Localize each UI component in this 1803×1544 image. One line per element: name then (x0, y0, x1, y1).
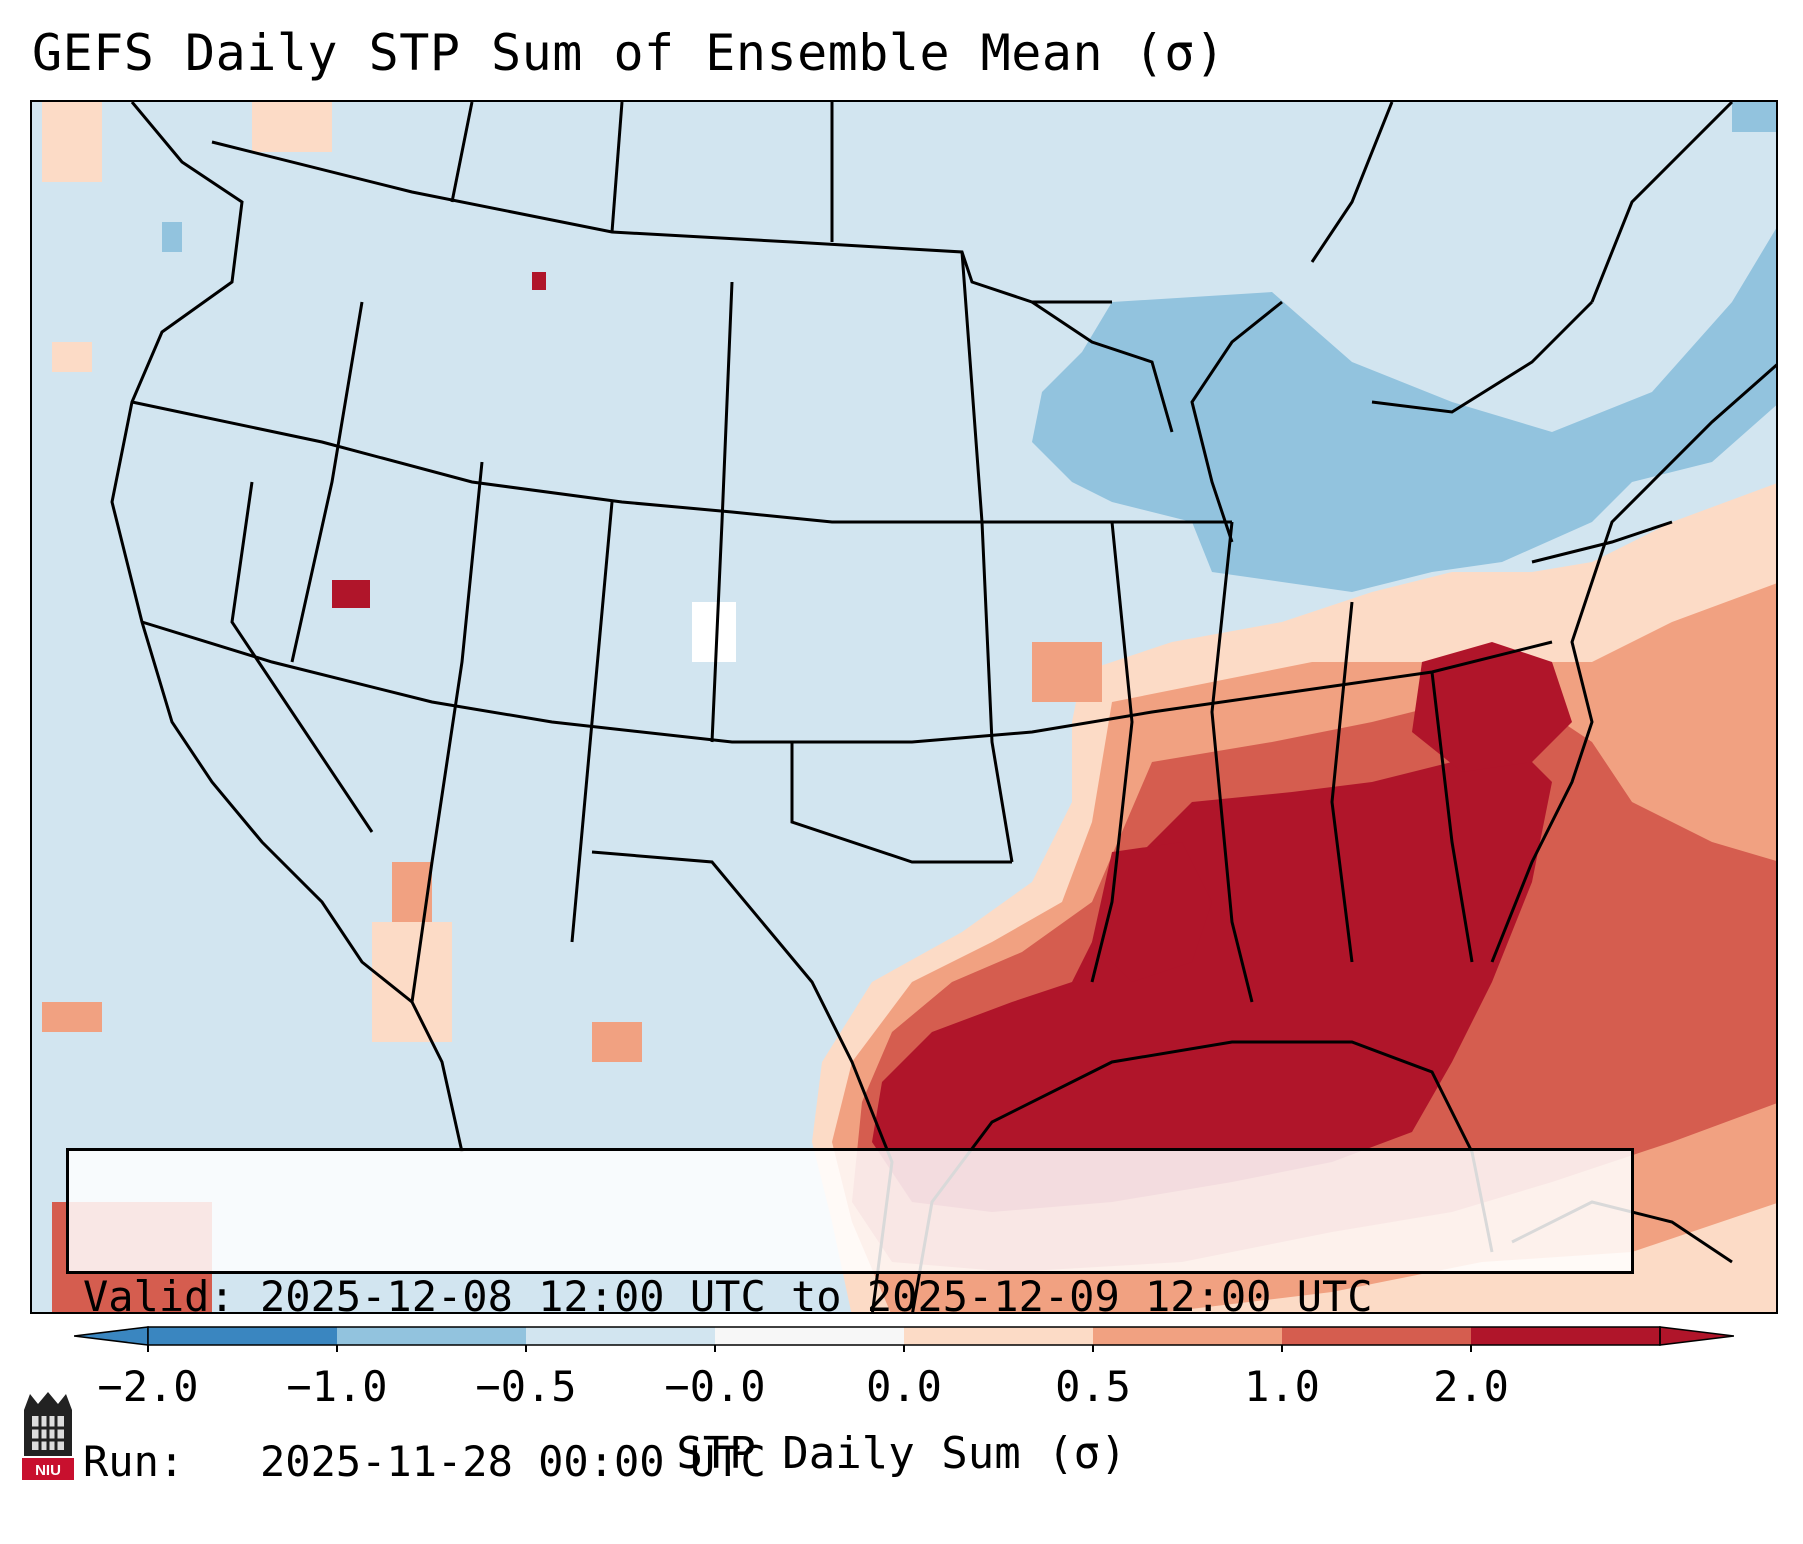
valid-run-info-box: Valid: 2025-12-08 12:00 UTC to 2025-12-0… (66, 1148, 1634, 1486)
colorbar-extend-right (1659, 1326, 1734, 1346)
map-panel (30, 100, 1778, 1314)
niu-logo-icon: NIU (22, 1392, 74, 1480)
colorbar-tick-label: 0.5 (1055, 1362, 1131, 1411)
colorbar-segment (526, 1327, 716, 1345)
valid-time-text: Valid: 2025-12-08 12:00 UTC to 2025-12-0… (83, 1272, 1373, 1321)
colorbar-segment (1282, 1327, 1472, 1345)
colorbar-segment (337, 1327, 527, 1345)
colorbar-segment (1093, 1327, 1283, 1345)
colorbar-label: STP Daily Sum (σ) (676, 1428, 1127, 1479)
colorbar-tick-label: −2.0 (97, 1362, 199, 1411)
colorbar-tick-label: 2.0 (1433, 1362, 1509, 1411)
map-title: GEFS Daily STP Sum of Ensemble Mean (σ) (32, 24, 1226, 82)
colorbar-tick-label: 0.0 (866, 1362, 942, 1411)
colorbar-tick-label: 1.0 (1244, 1362, 1320, 1411)
colorbar-segment (1471, 1327, 1661, 1345)
colorbar-segment (715, 1327, 905, 1345)
colorbar-segment (148, 1327, 338, 1345)
colorbar-tick-label: −0.5 (475, 1362, 577, 1411)
run-time-text: Run: 2025-11-28 00:00 UTC (83, 1437, 766, 1486)
colorbar-extend-left (74, 1326, 149, 1346)
map-canvas (32, 102, 1776, 1312)
positive-anomaly-region (812, 483, 1776, 1312)
niu-logo-text: NIU (35, 1462, 61, 1479)
colorbar-tick-label: −0.0 (664, 1362, 766, 1411)
colorbar-segment (904, 1327, 1094, 1345)
colorbar-tick-label: −1.0 (286, 1362, 388, 1411)
colorbar (74, 1326, 1734, 1352)
